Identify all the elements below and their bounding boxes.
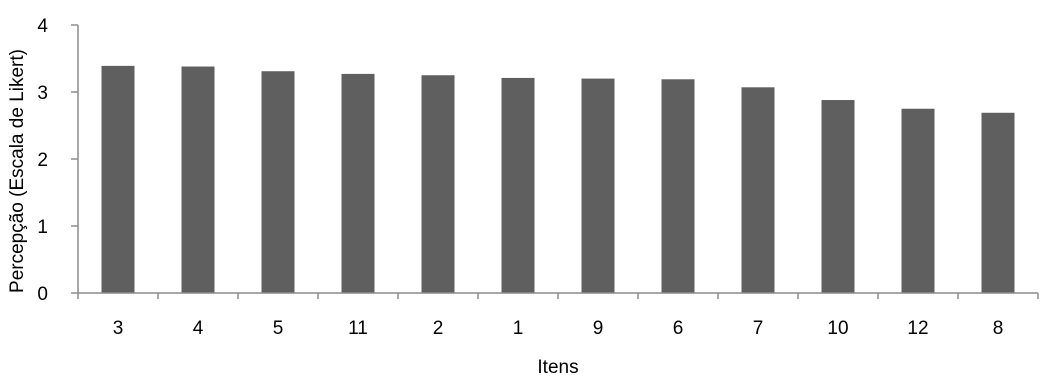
x-tick-label: 8 xyxy=(993,318,1004,339)
y-tick-label: 3 xyxy=(37,83,48,104)
y-tick-label: 2 xyxy=(37,150,48,171)
bar-item-11 xyxy=(341,73,375,293)
bar-item-7 xyxy=(741,87,775,293)
x-tick-label: 12 xyxy=(907,318,928,339)
axes-group xyxy=(77,25,1038,294)
bar-item-8 xyxy=(981,112,1015,294)
x-tick-label: 4 xyxy=(193,318,204,339)
bar-item-2 xyxy=(421,75,455,293)
x-tick-label: 3 xyxy=(113,318,124,339)
x-tick-label: 10 xyxy=(827,318,848,339)
y-ticks-group: 0 1 2 3 4 xyxy=(37,16,78,305)
y-tick-label: 1 xyxy=(37,217,48,238)
bar-item-9 xyxy=(581,78,615,293)
bars-group xyxy=(101,65,1015,294)
y-tick-label: 0 xyxy=(37,284,48,305)
x-tick-label: 7 xyxy=(753,318,764,339)
y-axis-title: Percepção (Escala de Likert) xyxy=(7,49,28,293)
x-tick-label: 11 xyxy=(348,318,368,339)
x-tick-label: 9 xyxy=(593,318,604,339)
bar-item-4 xyxy=(181,66,215,293)
x-tick-label: 1 xyxy=(513,318,524,339)
bar-item-1 xyxy=(501,77,535,294)
x-axis-title: Itens xyxy=(537,357,578,376)
bar-item-10 xyxy=(821,100,855,293)
x-tick-label: 2 xyxy=(433,318,444,339)
y-tick-label: 4 xyxy=(37,16,48,37)
x-ticks-group: 3 4 5 11 2 1 9 6 7 10 12 8 xyxy=(77,293,1039,339)
x-tick-label: 6 xyxy=(673,318,684,339)
bar-item-5 xyxy=(261,71,295,293)
bar-item-12 xyxy=(901,108,935,293)
bar-item-6 xyxy=(661,79,695,294)
x-tick-label: 5 xyxy=(273,318,284,339)
bar-item-3 xyxy=(101,65,135,294)
